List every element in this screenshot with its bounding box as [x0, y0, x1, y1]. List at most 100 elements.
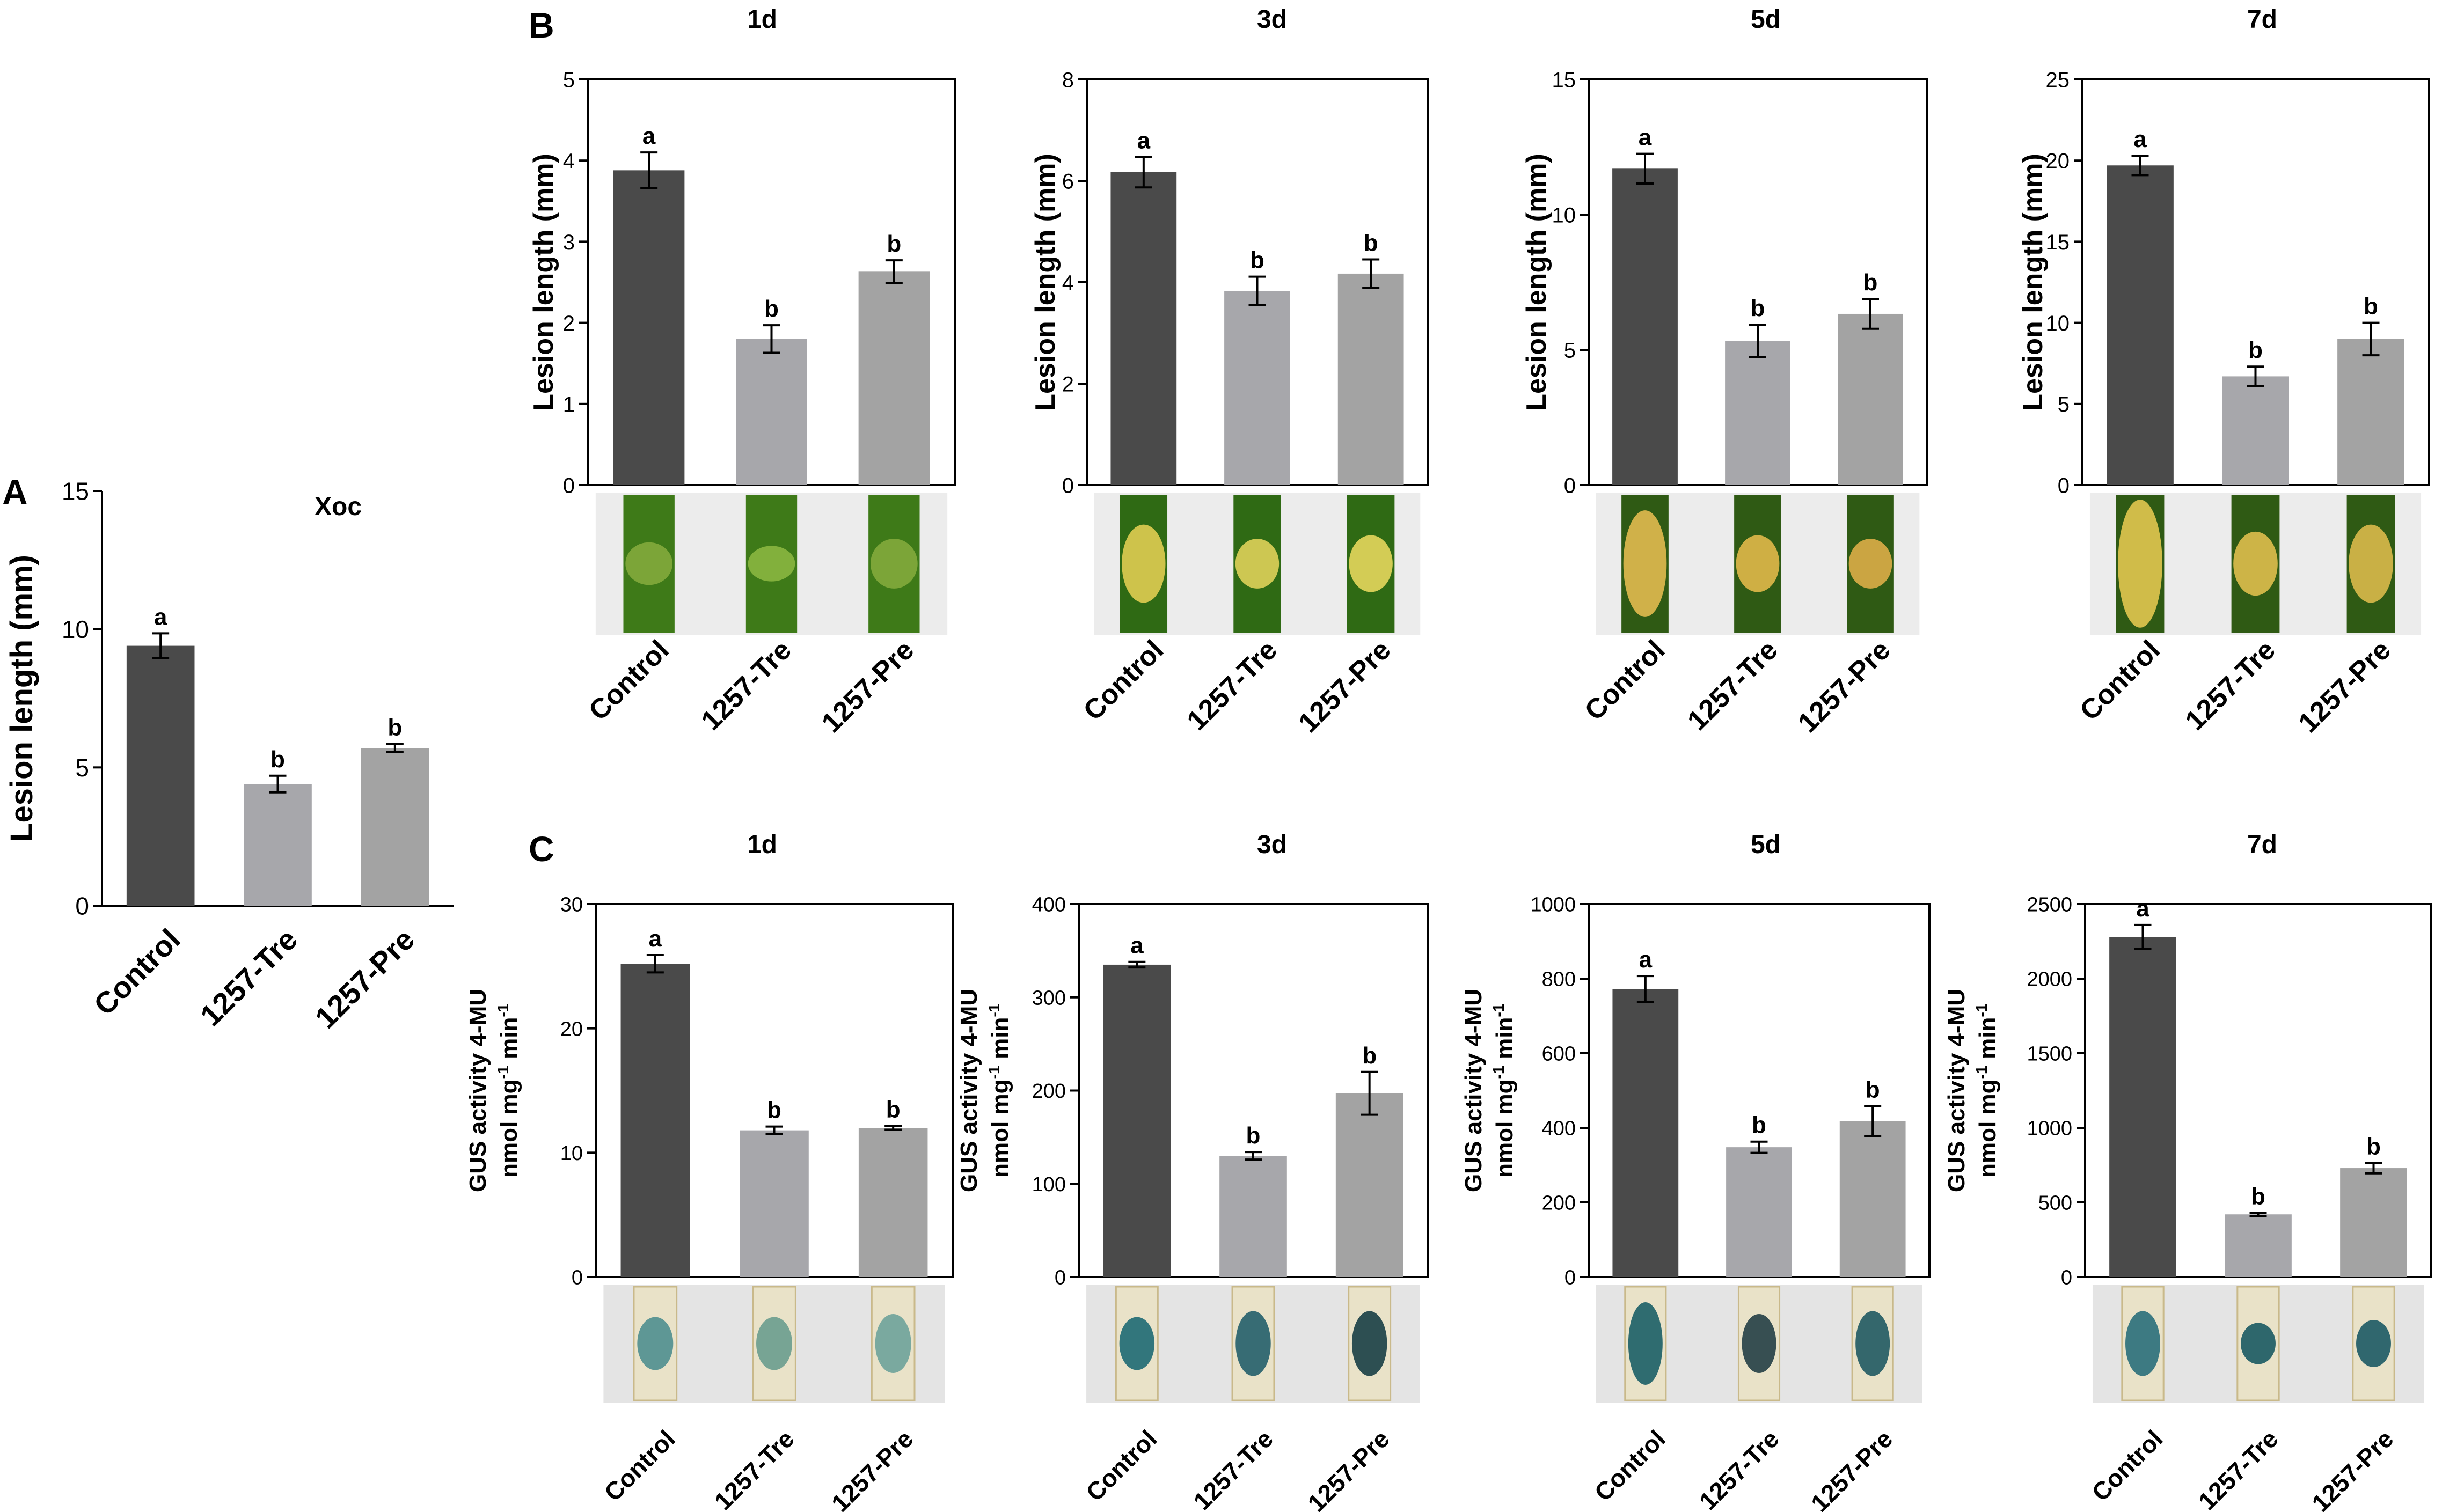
y-axis-label-line2: nmol mg-1 min-1: [986, 1003, 1013, 1178]
y-tick-label: 5: [563, 68, 575, 92]
y-axis-label-part: nmol mg: [1491, 1080, 1518, 1178]
y-axis-label-part: -1: [495, 1066, 512, 1080]
bar-1257-tre: [1726, 1147, 1792, 1277]
y-tick-label: 100: [1032, 1173, 1066, 1196]
bar-1257-tre: [1725, 341, 1790, 485]
gus-stain: [1855, 1311, 1890, 1376]
leaf-lesion: [870, 539, 918, 589]
bar-1257-pre: [1335, 1093, 1403, 1277]
y-axis-label-part: nmol mg: [987, 1080, 1013, 1178]
bar-1257-tre: [1224, 291, 1290, 485]
y-tick-label: 15: [1552, 68, 1576, 92]
bar-1257-tre: [244, 784, 312, 906]
chart-title: 7d: [2247, 5, 2277, 34]
significance-letter: b: [886, 1097, 901, 1123]
y-tick-label: 3: [563, 231, 575, 254]
y-axis-label-part: -1: [1490, 1066, 1508, 1080]
y-tick-label: 5: [1564, 339, 1576, 362]
y-tick-label: 30: [560, 894, 583, 916]
leaf-lesion: [1848, 539, 1892, 589]
y-axis-label-part: nmol mg: [1975, 1080, 2001, 1178]
y-tick-label: 5: [75, 754, 89, 782]
gus-stain: [2125, 1311, 2160, 1376]
gus-stain: [637, 1317, 674, 1370]
y-tick-label: 10: [62, 615, 89, 643]
chart-title: 1d: [747, 5, 777, 34]
gus-stain: [1742, 1314, 1776, 1373]
y-tick-label: 2500: [2027, 894, 2072, 916]
significance-letter: b: [1246, 1122, 1261, 1149]
significance-letter: a: [1137, 128, 1151, 154]
y-tick-label: 600: [1542, 1043, 1576, 1066]
y-tick-label: 1500: [2027, 1043, 2072, 1066]
bar-control: [126, 645, 195, 906]
significance-letter: a: [2136, 896, 2149, 922]
y-axis-label-line2: nmol mg-1 min-1: [1490, 1003, 1518, 1178]
significance-letter: b: [2248, 337, 2263, 363]
y-tick-label: 15: [2046, 231, 2070, 254]
significance-letter: a: [154, 604, 167, 630]
y-tick-label: 0: [563, 474, 575, 497]
significance-letter: b: [2366, 1133, 2381, 1159]
y-axis-label-part: -1: [1490, 1003, 1508, 1017]
y-tick-label: 20: [2046, 150, 2070, 173]
y-tick-label: 4: [563, 150, 575, 173]
significance-letter: a: [1639, 124, 1652, 151]
y-tick-label: 8: [1062, 68, 1074, 92]
y-axis-label-line1: GUS activity 4-MU: [465, 989, 491, 1192]
panel-label-c: C: [529, 829, 554, 869]
bar-1257-pre: [1839, 1121, 1906, 1277]
bar-1257-pre: [858, 271, 930, 485]
gus-stain: [1351, 1311, 1387, 1376]
y-tick-label: 1: [563, 393, 575, 416]
leaf-lesion: [1349, 535, 1393, 592]
chart-title: 3d: [1257, 5, 1287, 34]
y-tick-label: 300: [1032, 987, 1066, 1009]
significance-letter: b: [2251, 1183, 2265, 1209]
bar-1257-tre: [2225, 1214, 2292, 1277]
y-tick-label: 0: [2058, 474, 2070, 497]
bar-1257-tre: [1219, 1156, 1287, 1277]
y-tick-label: 1000: [1530, 894, 1576, 916]
y-tick-label: 10: [560, 1142, 583, 1165]
y-axis-label-line1: GUS activity 4-MU: [1460, 989, 1487, 1192]
y-axis-label-part: min: [1975, 1017, 2001, 1066]
leaf-lesion: [748, 546, 795, 582]
significance-letter: b: [387, 715, 402, 741]
chart-c5: 5d 0 200 400 600 800 1000 GUS activity 4-MU nmol…: [1460, 831, 1931, 1512]
gus-stain: [1235, 1311, 1271, 1376]
bar-1257-pre: [2337, 339, 2404, 485]
bar-1257-pre: [2340, 1168, 2407, 1277]
y-tick-label: 400: [1032, 894, 1066, 916]
significance-letter: a: [2133, 126, 2147, 152]
y-tick-label: 0: [1062, 474, 1074, 497]
y-axis-label-part: min: [496, 1017, 522, 1066]
y-tick-label: 0: [75, 892, 89, 920]
chart-c7: 7d 0 500 1000 1500 2000 2500 GUS activity 4-MU n…: [1943, 831, 2432, 1512]
significance-letter: b: [1364, 230, 1378, 256]
y-axis-label-line1: GUS activity 4-MU: [956, 989, 982, 1192]
y-axis-label-line2: nmol mg-1 min-1: [1973, 1003, 2001, 1178]
y-tick-label: 4: [1062, 271, 1074, 295]
y-tick-label: 20: [560, 1018, 583, 1040]
bar-control: [1612, 989, 1679, 1277]
y-axis-label: Lesion length (mm): [1521, 153, 1552, 411]
significance-letter: b: [1250, 247, 1264, 274]
y-tick-label: 2: [563, 312, 575, 335]
y-axis-label-part: min: [1491, 1017, 1518, 1066]
y-tick-label: 0: [1564, 1267, 1576, 1289]
y-tick-label: 5: [2058, 393, 2070, 416]
y-axis-label-part: -1: [986, 1066, 1003, 1080]
bar-control: [1110, 172, 1177, 485]
y-tick-label: 400: [1542, 1118, 1576, 1140]
gus-stain: [756, 1317, 792, 1370]
bar-1257-pre: [858, 1128, 928, 1277]
y-axis-label: Lesion length (mm): [4, 555, 39, 842]
leaf-lesion: [1122, 524, 1166, 603]
y-tick-label: 800: [1542, 968, 1576, 991]
leaf-lesion: [2349, 524, 2393, 603]
leaf-lesion: [2118, 500, 2162, 628]
